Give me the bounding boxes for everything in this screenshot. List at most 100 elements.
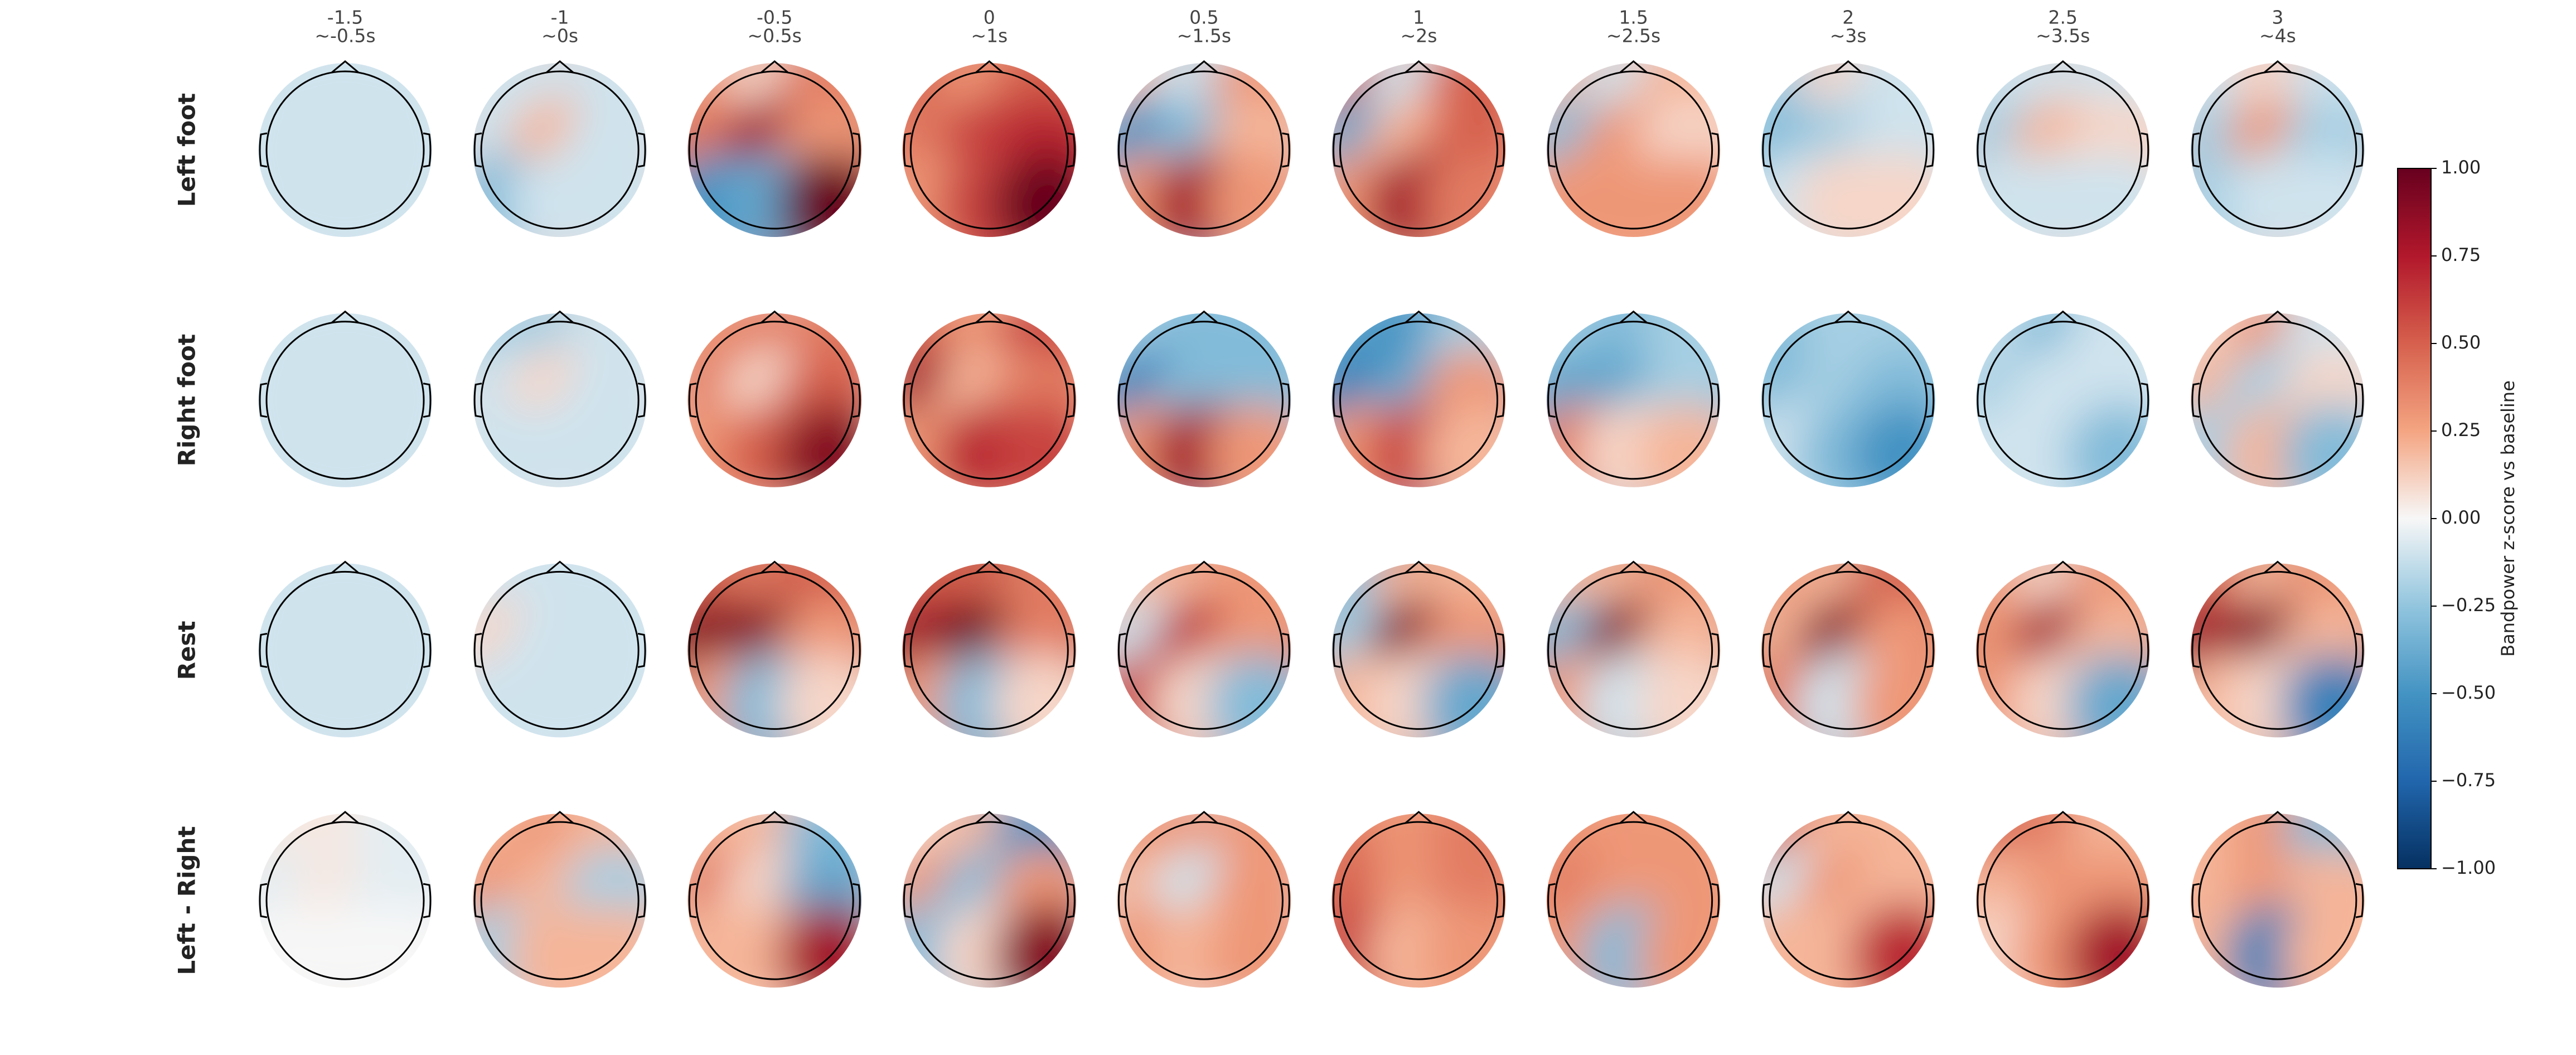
topomap-field <box>1546 814 1721 988</box>
topomap <box>473 814 647 988</box>
left-ear <box>688 383 697 418</box>
left-ear <box>1333 383 1341 418</box>
head-outline <box>265 821 425 980</box>
column-time: -1 <box>551 7 569 28</box>
topomap-field <box>687 814 862 988</box>
left-ear <box>1333 632 1341 668</box>
left-ear <box>2191 383 2200 418</box>
left-ear <box>2191 632 2200 668</box>
topomap-field <box>1975 313 2150 487</box>
row-label: Rest <box>173 621 201 680</box>
topomap-field <box>473 63 647 237</box>
topomap <box>1975 814 2150 988</box>
right-ear <box>2355 883 2364 918</box>
head-outline <box>1339 70 1498 230</box>
nose <box>761 60 789 74</box>
topomap-field <box>2190 563 2365 738</box>
right-ear <box>1711 883 1720 918</box>
right-ear <box>1926 383 1935 418</box>
column-window: ~0s <box>541 25 578 47</box>
colorbar-tick-label: −0.25 <box>2441 594 2496 616</box>
topomap <box>473 63 647 237</box>
head-outline <box>265 70 425 230</box>
column-window: ~-0.5s <box>314 25 375 47</box>
colorbar-tick-label: −0.75 <box>2441 770 2496 791</box>
left-ear <box>688 883 697 918</box>
head-outline <box>1983 821 2143 980</box>
topomap <box>687 563 862 738</box>
column-window: ~3.5s <box>2036 25 2090 47</box>
right-ear <box>423 132 432 168</box>
topomap <box>1331 563 1506 738</box>
right-ear <box>2355 383 2364 418</box>
topomap-field <box>902 814 1077 988</box>
head-outline <box>1983 321 2143 480</box>
left-ear <box>1117 132 1126 168</box>
right-ear <box>852 383 861 418</box>
right-ear <box>2141 383 2149 418</box>
right-ear <box>852 132 861 168</box>
topomap <box>2190 814 2365 988</box>
topomap-field <box>1117 563 1291 738</box>
topomap-field <box>2190 313 2365 487</box>
nose <box>1834 60 1862 74</box>
nose <box>975 60 1004 74</box>
left-ear <box>473 883 482 918</box>
right-ear <box>2355 132 2364 168</box>
head-outline <box>1124 821 1284 980</box>
topomap <box>258 313 432 487</box>
left-ear <box>1333 883 1341 918</box>
row-label: Left - Right <box>173 826 201 975</box>
nose <box>975 811 1004 824</box>
column-window: ~0.5s <box>748 25 802 47</box>
topomap <box>1546 563 1721 738</box>
colorbar-tick-label: 0.25 <box>2441 419 2481 441</box>
column-time: -0.5 <box>757 7 792 28</box>
topomap-field <box>687 563 862 738</box>
left-ear <box>903 132 912 168</box>
topomap <box>902 63 1077 237</box>
column-time: 1 <box>1413 7 1425 28</box>
head-outline <box>695 70 854 230</box>
topomap-field <box>1761 313 1935 487</box>
topomap-field <box>902 313 1077 487</box>
topomap <box>2190 563 2365 738</box>
head-outline <box>909 70 1069 230</box>
column-time: 2.5 <box>2049 7 2078 28</box>
head-outline <box>2198 70 2357 230</box>
topomap-field <box>1117 814 1291 988</box>
topomap-field <box>473 814 647 988</box>
topomap <box>473 563 647 738</box>
colorbar-tick-label: 1.00 <box>2441 157 2481 178</box>
head-outline <box>1339 321 1498 480</box>
head-outline <box>909 570 1069 730</box>
head-outline <box>480 321 640 480</box>
right-ear <box>2141 883 2149 918</box>
nose <box>546 560 574 574</box>
topomap-field <box>258 563 432 738</box>
head-outline <box>265 321 425 480</box>
nose <box>546 811 574 824</box>
head-outline <box>480 570 640 730</box>
head-outline <box>1983 70 2143 230</box>
head-outline <box>1554 570 1713 730</box>
left-ear <box>1333 132 1341 168</box>
left-ear <box>1117 883 1126 918</box>
head-outline <box>1983 570 2143 730</box>
column-time: 1.5 <box>1619 7 1648 28</box>
head-outline <box>1769 821 1928 980</box>
topomap <box>1761 563 1935 738</box>
topomap <box>1117 814 1291 988</box>
nose <box>1619 560 1648 574</box>
left-ear <box>1547 383 1556 418</box>
nose <box>761 811 789 824</box>
right-ear <box>1711 132 1720 168</box>
right-ear <box>1926 632 1935 668</box>
nose <box>2263 60 2292 74</box>
topomap-field <box>1331 563 1506 738</box>
right-ear <box>1497 383 1505 418</box>
head-outline <box>1554 70 1713 230</box>
topomap-field <box>1761 814 1935 988</box>
topomap-field <box>473 563 647 738</box>
nose <box>1619 60 1648 74</box>
